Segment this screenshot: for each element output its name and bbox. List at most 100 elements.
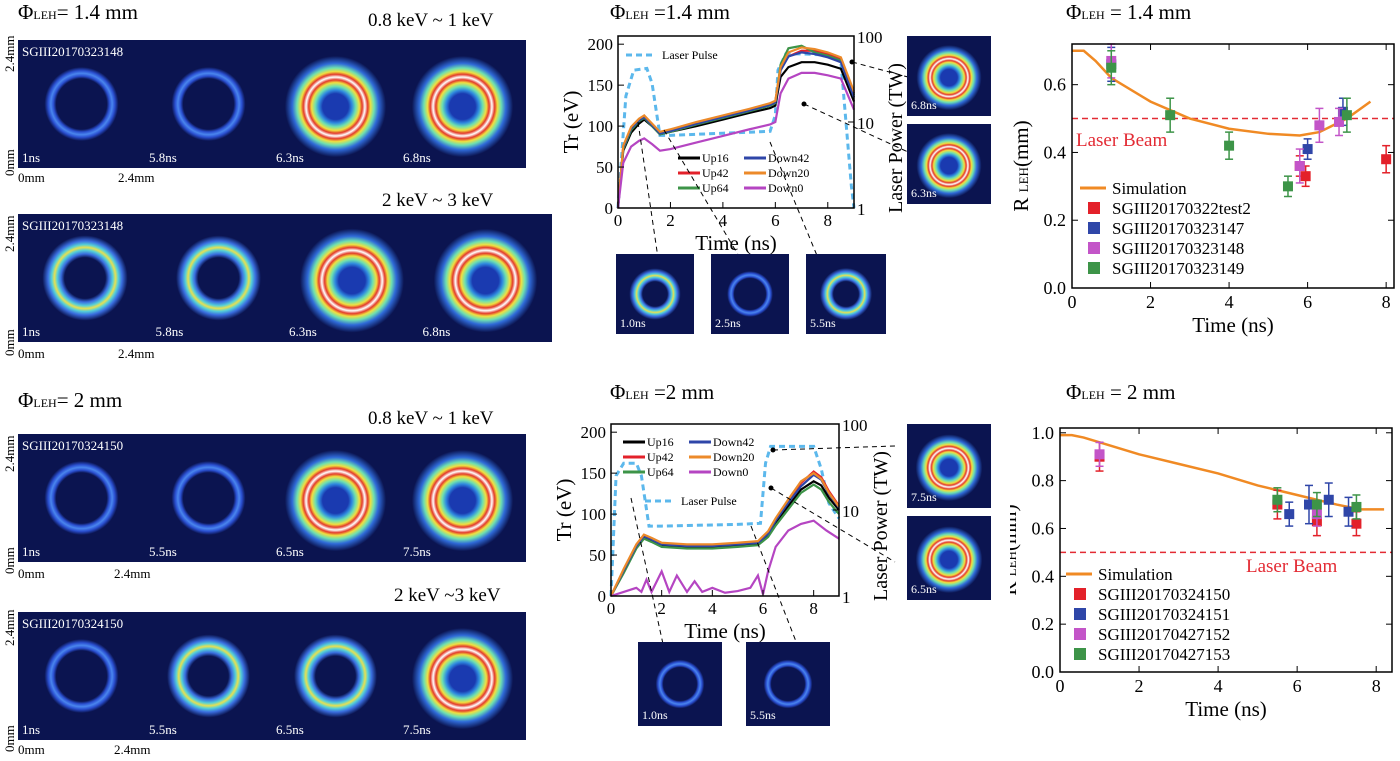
pointer-line <box>663 129 741 259</box>
data-point <box>1294 161 1305 171</box>
strip-b0-x1: 2.4mm <box>114 566 151 581</box>
y2-axis-label: Laser Power (TW) <box>870 451 892 601</box>
x-tick-label: 8 <box>809 599 818 618</box>
strip-b0-energy: 0.8 keV ~ 1 keV <box>368 408 494 429</box>
legend-swatch <box>1074 588 1086 600</box>
image-strip-a0: SGIII20170323148 1ns 5.8ns 6.3ns 6.8ns <box>18 40 526 168</box>
inset-time-label: 1.0ns <box>642 708 668 722</box>
inset-tr2-bottom-1: 5.5ns <box>746 642 830 726</box>
data-point <box>1165 110 1176 121</box>
strip-b0-axis-bottom: 0mm <box>2 547 17 574</box>
legend-label: SGIII20170323148 <box>1112 239 1244 258</box>
y2-tick-label: 1 <box>842 588 851 607</box>
pointer-tip <box>768 485 774 491</box>
tr-series-line <box>616 61 856 209</box>
x-tick-label: 2 <box>1135 676 1144 696</box>
legend-swatch <box>1074 608 1086 620</box>
data-point <box>1351 501 1362 512</box>
x-tick-label: 0 <box>1056 676 1065 696</box>
y-tick-label: 150 <box>588 76 614 95</box>
y-axis-label: R LEH(mm) <box>1010 504 1021 595</box>
x-tick-label: 6 <box>1303 292 1312 312</box>
image-strip-b1: SGIII20170324150 1ns 5.5ns 6.5ns 7.5ns <box>18 612 526 740</box>
data-point <box>1323 494 1334 505</box>
tr-series-line <box>610 483 840 597</box>
data-point <box>1106 62 1117 73</box>
frame-time-label: 1ns <box>22 324 41 339</box>
legend-pulse-label: Laser Pulse <box>662 48 718 62</box>
tr-14-title: ΦLEH =1.4 mm <box>610 0 730 24</box>
strip-a1-x1: 2.4mm <box>118 346 155 361</box>
strip-b1-x0: 0mm <box>18 742 45 757</box>
x-tick-label: 0 <box>614 211 623 230</box>
strip-b1-energy: 2 keV ~3 keV <box>394 585 501 606</box>
x-tick-label: 0 <box>1068 292 1077 312</box>
strip-a0-x1: 2.4mm <box>118 170 155 185</box>
strip-a0-energy: 0.8 keV ~ 1 keV <box>368 10 494 31</box>
inset-time-label: 1.0ns <box>620 316 646 330</box>
pointer-tip <box>849 59 855 65</box>
inset-tr2-bottom-0: 1.0ns <box>638 642 722 726</box>
frame-time-label: 1ns <box>22 722 41 737</box>
y-tick-label: 1.0 <box>1032 423 1055 443</box>
simulation-line <box>1072 49 1372 137</box>
x-tick-label: 4 <box>719 211 728 230</box>
frame-time-label: 6.8ns <box>422 324 451 339</box>
data-point <box>1343 506 1354 517</box>
r-leh-chart-2mm: Laser Beam 0 2 4 6 8 0.0 0.2 0.4 0.6 0.8 1.0 Time (n… <box>1010 423 1393 721</box>
legend-simulation-label: Simulation <box>1098 565 1173 584</box>
legend-label: Up42 <box>702 166 729 180</box>
y-tick-label: 50 <box>589 546 606 565</box>
x-tick-label: 6 <box>771 211 780 230</box>
y-tick-label: 0 <box>605 199 614 218</box>
inset-tr14-bottom-0: 1.0ns <box>616 254 694 334</box>
x-tick-label: 2 <box>1146 292 1155 312</box>
strip-a1-axis-top: 2.4mm <box>2 215 17 252</box>
r-14-title: ΦLEH = 1.4 mm <box>1066 0 1192 24</box>
inset-time-label: 6.5ns <box>911 582 937 596</box>
inset-time-label: 7.5ns <box>911 490 937 504</box>
y-tick-label: 0.2 <box>1032 614 1055 634</box>
image-frame: 6.5ns <box>272 434 399 562</box>
y-tick-label: 0.6 <box>1044 75 1067 95</box>
image-frame: 6.8ns <box>418 214 552 342</box>
shot-id-label: SGIII20170324150 <box>22 438 124 453</box>
frame-time-label: 6.5ns <box>276 722 304 737</box>
y-axis-label: Tr (eV) <box>552 479 576 542</box>
legend-label: Up64 <box>702 181 729 195</box>
laser-pulse-line <box>609 444 841 597</box>
tr-chart-2mm: 0 2 4 6 8 0 50 100 150 200 1 10 100 Time (ns) Tr (eV) L… <box>552 416 896 645</box>
tr-2-title: ΦLEH =2 mm <box>610 380 715 404</box>
y-tick-label: 0.2 <box>1044 210 1067 230</box>
image-frame: SGIII20170323148 1ns <box>18 214 152 342</box>
data-point <box>1302 144 1313 155</box>
x-axis-label: Time (ns) <box>1185 697 1267 721</box>
y2-tick-label: 100 <box>842 416 868 435</box>
r-2-title: ΦLEH = 2 mm <box>1066 380 1176 404</box>
y-tick-label: 0.8 <box>1032 471 1055 491</box>
pointer-line <box>769 141 819 259</box>
x-axis-label: Time (ns) <box>1192 313 1274 337</box>
strip-a0-x0: 0mm <box>18 170 45 185</box>
image-frame: 5.5ns <box>145 434 272 562</box>
tr-series-line <box>616 51 856 209</box>
laser-beam-label: Laser Beam <box>1076 130 1167 151</box>
plot-frame <box>1059 427 1393 673</box>
strip-a1-energy: 2 keV ~ 3 keV <box>382 190 494 211</box>
image-frame: 6.8ns <box>399 40 526 168</box>
legend-label: Up16 <box>647 435 674 449</box>
y-axis-label: R LEH(mm) <box>1010 120 1033 211</box>
frame-time-label: 6.3ns <box>276 150 304 165</box>
shot-id-label: SGIII20170323148 <box>22 218 124 233</box>
frame-time-label: 5.8ns <box>155 324 184 339</box>
y-tick-label: 100 <box>588 117 614 136</box>
strip-b0-x0: 0mm <box>18 566 45 581</box>
strip-a0-axis-bottom: 0mm <box>2 149 17 176</box>
x-axis-label: Time (ns) <box>684 619 766 643</box>
data-point <box>1334 116 1345 127</box>
x-tick-label: 6 <box>1293 676 1302 696</box>
x-tick-label: 0 <box>607 599 616 618</box>
image-frame: SGIII20170323148 1ns <box>18 40 145 168</box>
pointer-line <box>770 487 896 563</box>
y-tick-label: 200 <box>581 423 607 442</box>
